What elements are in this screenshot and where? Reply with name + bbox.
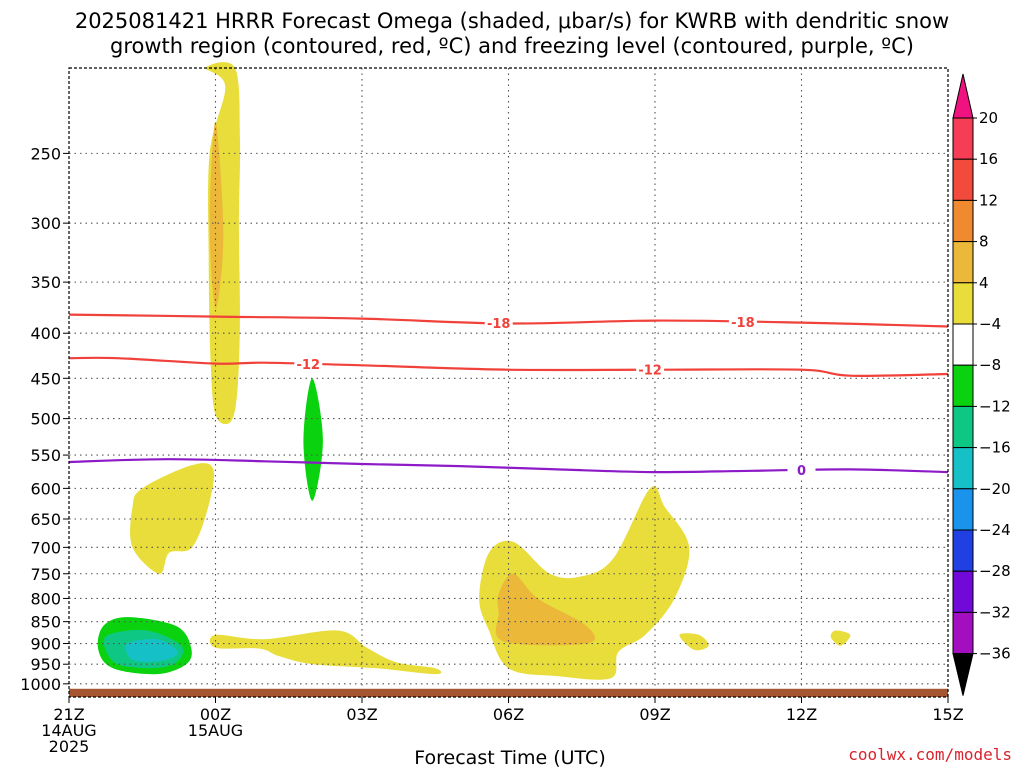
x-tick-label: 03Z xyxy=(346,705,377,724)
colorbar: 20 16 12 8 4 −4 −8 −12 −16 −20 −24 −28 −32 −36 xyxy=(952,73,1011,696)
omega-region xyxy=(125,638,178,663)
colorbar-label: −28 xyxy=(979,562,1011,580)
contour-label-bg xyxy=(728,313,757,330)
y-tick-label: 900 xyxy=(30,635,61,654)
y-tick-label: 750 xyxy=(30,565,61,584)
colorbar-segment xyxy=(952,529,974,572)
contour-line xyxy=(68,356,949,377)
colorbar-segment xyxy=(952,241,974,284)
contour-label: -12 xyxy=(297,358,321,373)
colorbar-top-arrow xyxy=(952,73,974,119)
contour-label: -12 xyxy=(638,364,662,379)
y-tick-label: 450 xyxy=(30,369,61,388)
colorbar-segment xyxy=(952,447,974,490)
colorbar-segment xyxy=(952,611,974,655)
omega-region xyxy=(130,463,215,574)
colorbar-label: −8 xyxy=(979,356,1001,374)
y-tick-label: 350 xyxy=(30,273,61,292)
colorbar-segment xyxy=(952,199,974,243)
x-axis-label: Forecast Time (UTC) xyxy=(414,747,605,768)
y-tick-label: 650 xyxy=(30,510,61,529)
y-tick-label: 800 xyxy=(30,589,61,608)
colorbar-label: −24 xyxy=(979,521,1011,539)
colorbar-label: 8 xyxy=(979,233,989,251)
colorbar-label: 16 xyxy=(979,150,998,168)
surface-terrain-band xyxy=(69,688,948,697)
colorbar-segment xyxy=(952,364,974,407)
colorbar-label: −16 xyxy=(979,439,1011,457)
colorbar-label: −20 xyxy=(979,480,1011,498)
x-tick-label: 12Z xyxy=(786,705,817,724)
y-axis: 250 300 350 400 450 500 550 600 650 700 750 800 850 9… xyxy=(20,144,69,694)
colorbar-label: 20 xyxy=(979,109,998,127)
y-tick-label: 850 xyxy=(30,613,61,632)
y-tick-label: 400 xyxy=(30,324,61,343)
contour-label: 0 xyxy=(797,464,806,479)
colorbar-label: 12 xyxy=(979,191,998,209)
omega-region xyxy=(209,630,442,675)
contour-label: -18 xyxy=(487,317,511,332)
contour-layer: -18 -18 -12 -12 0 xyxy=(68,313,949,479)
x-axis: 21Z 14AUG 2025 00Z 15AUG 03Z 06Z 09Z 12Z 15Z xyxy=(41,697,964,756)
omega-shading-layer xyxy=(97,62,851,680)
omega-region xyxy=(209,121,224,309)
colorbar-segment xyxy=(952,282,974,325)
credit-text: coolwx.com/models xyxy=(848,745,1012,764)
contour-label: -18 xyxy=(731,316,755,331)
contour-label-bg xyxy=(484,315,513,332)
contour-label-bg xyxy=(636,361,665,378)
omega-region xyxy=(495,573,596,646)
colorbar-segment xyxy=(952,405,974,449)
contour-label-bg xyxy=(294,355,323,372)
omega-region xyxy=(679,633,709,651)
colorbar-label: −4 xyxy=(979,315,1001,333)
omega-region xyxy=(830,630,851,646)
y-tick-label: 500 xyxy=(30,410,61,429)
x-tick-label: 09Z xyxy=(639,705,670,724)
colorbar-label: −32 xyxy=(979,603,1011,621)
colorbar-segment xyxy=(952,117,974,160)
contour-label-bg xyxy=(787,462,816,479)
y-tick-label: 1000 xyxy=(20,675,61,694)
y-tick-label: 550 xyxy=(30,446,61,465)
colorbar-label: 4 xyxy=(979,274,989,292)
omega-region xyxy=(303,378,323,501)
colorbar-segment xyxy=(952,488,974,531)
chart-title-line2: growth region (contoured, red, ºC) and f… xyxy=(110,34,914,58)
y-tick-label: 300 xyxy=(30,214,61,233)
colorbar-segment xyxy=(952,158,974,201)
y-tick-label: 250 xyxy=(30,144,61,163)
plot-area: -18 -18 -12 -12 0 xyxy=(68,62,949,698)
x-tick-label: 15Z xyxy=(932,705,963,724)
grid-layer xyxy=(69,68,948,697)
x-tick-label: 21Z 14AUG 2025 xyxy=(41,705,96,756)
colorbar-label: −36 xyxy=(979,645,1011,663)
chart-title-line1: 2025081421 HRRR Forecast Omega (shaded, … xyxy=(75,9,949,33)
y-tick-label: 950 xyxy=(30,655,61,674)
y-tick-label: 600 xyxy=(30,479,61,498)
colorbar-bottom-arrow xyxy=(952,653,974,696)
colorbar-label: −12 xyxy=(979,397,1011,415)
x-tick-label: 00Z 15AUG xyxy=(188,705,243,740)
colorbar-segment xyxy=(952,570,974,613)
colorbar-segment xyxy=(952,323,974,366)
y-tick-label: 700 xyxy=(30,538,61,557)
x-tick-label: 06Z xyxy=(493,705,524,724)
